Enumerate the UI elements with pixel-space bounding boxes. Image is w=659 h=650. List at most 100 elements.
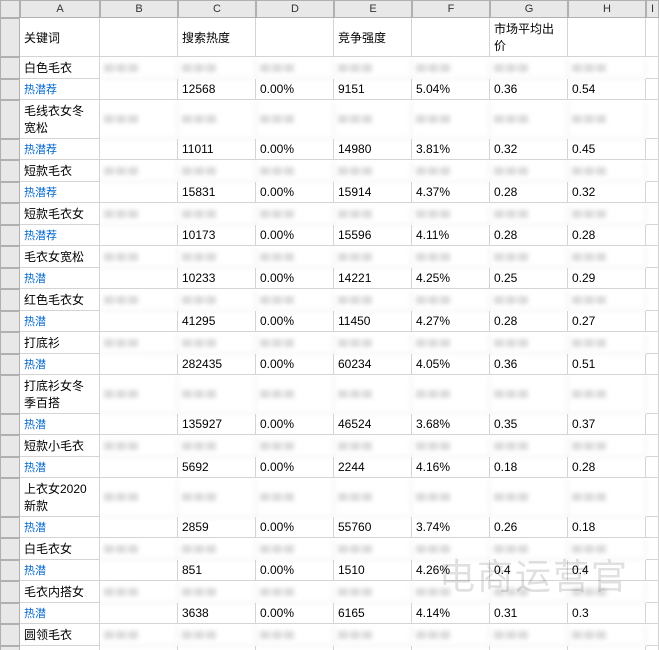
cell[interactable]: [100, 603, 178, 624]
cell[interactable]: [646, 354, 659, 375]
cell[interactable]: [568, 18, 646, 57]
keyword-cell[interactable]: 毛衣女宽松: [20, 246, 100, 268]
competition-cell[interactable]: 14980: [334, 139, 412, 160]
search-heat-cell[interactable]: 282435: [178, 354, 256, 375]
comp-percent-cell[interactable]: 4.37%: [412, 182, 490, 203]
row-header[interactable]: [0, 139, 20, 160]
cell[interactable]: [256, 18, 334, 57]
comp-percent-cell[interactable]: 4.25%: [412, 268, 490, 289]
row-header[interactable]: [0, 225, 20, 246]
competition-cell[interactable]: 6165: [334, 603, 412, 624]
percent-cell[interactable]: 0.00%: [256, 603, 334, 624]
keyword-cell[interactable]: 白色毛衣: [20, 57, 100, 79]
percent-cell[interactable]: 0.00%: [256, 414, 334, 435]
row-header[interactable]: [0, 332, 20, 354]
row-header[interactable]: [0, 354, 20, 375]
row-header[interactable]: [0, 57, 20, 79]
keyword-cell[interactable]: 毛衣内搭女: [20, 581, 100, 603]
competition-cell[interactable]: 55760: [334, 517, 412, 538]
cell[interactable]: [646, 457, 659, 478]
cell[interactable]: [646, 203, 659, 225]
competition-cell[interactable]: 46524: [334, 414, 412, 435]
cell[interactable]: [100, 18, 178, 57]
search-heat-cell[interactable]: 135927: [178, 414, 256, 435]
keyword-cell[interactable]: 打底衫女冬季百搭: [20, 375, 100, 414]
price1-cell[interactable]: 0.32: [490, 139, 568, 160]
keyword-cell[interactable]: 红色毛衣女: [20, 289, 100, 311]
price1-cell[interactable]: 0.36: [490, 354, 568, 375]
cell[interactable]: [646, 246, 659, 268]
column-header[interactable]: A: [20, 0, 100, 18]
search-heat-cell[interactable]: 10398: [178, 646, 256, 650]
price2-cell[interactable]: 0.4: [568, 560, 646, 581]
cell[interactable]: [100, 457, 178, 478]
comp-percent-cell[interactable]: 4.27%: [412, 311, 490, 332]
price2-cell[interactable]: 0.54: [568, 79, 646, 100]
cell[interactable]: [412, 18, 490, 57]
cell[interactable]: [646, 139, 659, 160]
competition-cell[interactable]: 9151: [334, 79, 412, 100]
comp-percent-cell[interactable]: 3.68%: [412, 414, 490, 435]
row-header[interactable]: [0, 79, 20, 100]
keyword-cell[interactable]: 圆领毛衣: [20, 624, 100, 646]
row-header[interactable]: [0, 646, 20, 650]
row-header[interactable]: [0, 160, 20, 182]
search-heat-cell[interactable]: 851: [178, 560, 256, 581]
header-keyword[interactable]: 关键词: [20, 18, 100, 57]
cell[interactable]: [646, 624, 659, 646]
price2-cell[interactable]: 0.51: [568, 354, 646, 375]
comp-percent-cell[interactable]: 5.04%: [412, 79, 490, 100]
search-heat-cell[interactable]: 3638: [178, 603, 256, 624]
price1-cell[interactable]: 0.28: [490, 182, 568, 203]
keyword-cell[interactable]: 短款毛衣女: [20, 203, 100, 225]
cell[interactable]: [100, 139, 178, 160]
column-header[interactable]: G: [490, 0, 568, 18]
column-header[interactable]: D: [256, 0, 334, 18]
row-header[interactable]: [0, 414, 20, 435]
search-heat-cell[interactable]: 12568: [178, 79, 256, 100]
row-header[interactable]: [0, 268, 20, 289]
comp-percent-cell[interactable]: 4.14%: [412, 603, 490, 624]
search-heat-cell[interactable]: 41295: [178, 311, 256, 332]
price1-cell[interactable]: 0.4: [490, 560, 568, 581]
keyword-cell[interactable]: 短款毛衣: [20, 160, 100, 182]
cell[interactable]: [646, 332, 659, 354]
competition-cell[interactable]: 11450: [334, 311, 412, 332]
cell[interactable]: [100, 268, 178, 289]
row-header[interactable]: [0, 538, 20, 560]
header-avg-price[interactable]: 市场平均出价: [490, 18, 568, 57]
search-heat-cell[interactable]: 5692: [178, 457, 256, 478]
search-heat-cell[interactable]: 15831: [178, 182, 256, 203]
percent-cell[interactable]: 0.00%: [256, 457, 334, 478]
comp-percent-cell[interactable]: 4.11%: [412, 225, 490, 246]
cell[interactable]: [100, 646, 178, 650]
price2-cell[interactable]: 0.3: [568, 603, 646, 624]
search-heat-cell[interactable]: 11011: [178, 139, 256, 160]
column-header[interactable]: F: [412, 0, 490, 18]
row-header[interactable]: [0, 581, 20, 603]
price2-cell[interactable]: 0.28: [568, 225, 646, 246]
cell[interactable]: [646, 538, 659, 560]
row-header[interactable]: [0, 517, 20, 538]
cell[interactable]: [646, 311, 659, 332]
percent-cell[interactable]: 0.00%: [256, 225, 334, 246]
price2-cell[interactable]: 0.45: [568, 139, 646, 160]
comp-percent-cell[interactable]: 4.44%: [412, 646, 490, 650]
row-header[interactable]: [0, 182, 20, 203]
cell[interactable]: [646, 603, 659, 624]
cell[interactable]: [100, 79, 178, 100]
cell[interactable]: [646, 100, 659, 139]
cell[interactable]: [100, 560, 178, 581]
cell[interactable]: [646, 182, 659, 203]
competition-cell[interactable]: 1510: [334, 560, 412, 581]
price2-cell[interactable]: 0.28: [568, 457, 646, 478]
price1-cell[interactable]: 0.18: [490, 457, 568, 478]
row-header[interactable]: [0, 100, 20, 139]
row-header[interactable]: [0, 246, 20, 268]
header-search-heat[interactable]: 搜索热度: [178, 18, 256, 57]
keyword-cell[interactable]: 毛线衣女冬宽松: [20, 100, 100, 139]
row-header[interactable]: [0, 435, 20, 457]
percent-cell[interactable]: 0.00%: [256, 182, 334, 203]
price2-cell[interactable]: 0.32: [568, 182, 646, 203]
cell[interactable]: [646, 160, 659, 182]
